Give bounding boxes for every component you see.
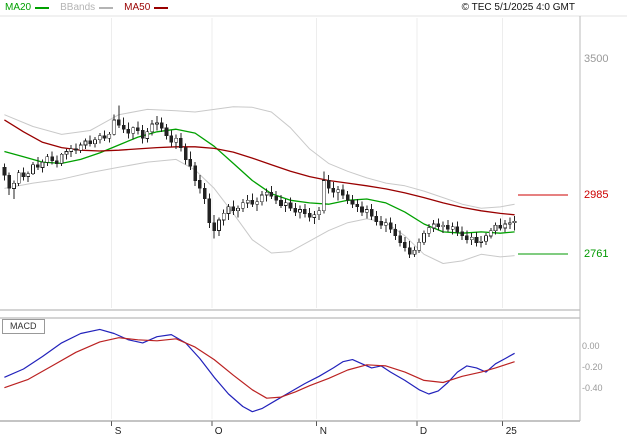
price-label-3500: 3500 bbox=[584, 52, 609, 65]
bbands-line-swatch bbox=[99, 6, 114, 9]
x-tick-october: O bbox=[214, 426, 223, 437]
legend-label-ma20: MA20 bbox=[5, 2, 32, 13]
macd-axis-label-minus-040: -0.40 bbox=[582, 382, 603, 393]
copyright-notice: © TEC 5/1/2025 4:0 GMT bbox=[461, 2, 575, 13]
macd-axis-label-minus-020: -0.20 bbox=[582, 361, 603, 372]
x-tick-september: S bbox=[114, 426, 122, 437]
legend-item-bbands: BBands bbox=[60, 2, 114, 13]
legend-item-ma50: MA50 bbox=[124, 2, 169, 13]
legend-item-ma20: MA20 bbox=[5, 2, 50, 13]
ma50-line-swatch bbox=[154, 6, 169, 9]
price-label-support-2761: 2761 bbox=[584, 247, 609, 260]
macd-panel-label: MACD bbox=[2, 319, 45, 334]
x-tick-november: N bbox=[319, 426, 327, 437]
legend: MA20 BBands MA50 bbox=[5, 2, 169, 13]
x-tick-december: D bbox=[419, 426, 428, 437]
legend-label-bbands: BBands bbox=[60, 2, 96, 13]
legend-label-ma50: MA50 bbox=[124, 2, 151, 13]
ma20-line-swatch bbox=[35, 6, 50, 9]
price-label-resistance-2985: 2985 bbox=[584, 188, 609, 201]
x-tick-2025: 25 bbox=[505, 426, 517, 437]
macd-axis-label-zero: 0.00 bbox=[582, 341, 600, 352]
